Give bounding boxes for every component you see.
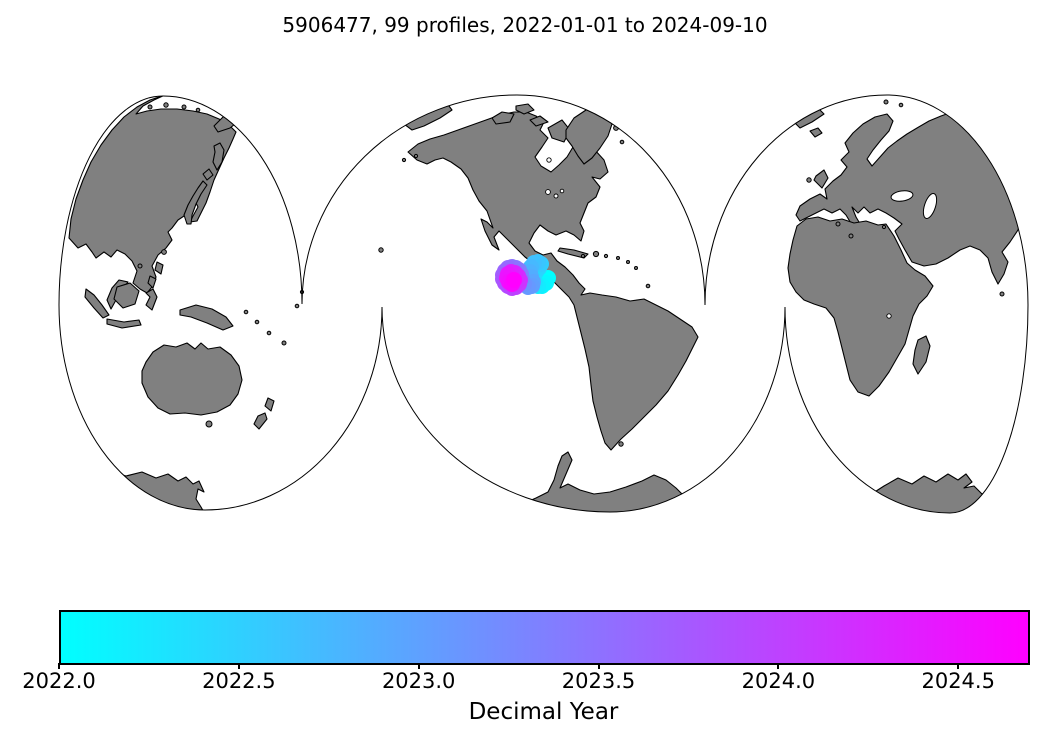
island-pacific-island-1 (243, 309, 249, 315)
colorbar-tick (58, 663, 60, 669)
island-new-siberian-island-1 (147, 104, 153, 110)
lake-great-lake-2 (553, 193, 559, 199)
island-jamaica (580, 253, 586, 259)
land-new-guinea (179, 304, 234, 331)
land-hokkaido (202, 168, 214, 181)
land-arctic-island-3 (529, 115, 549, 127)
lake-great-lake-3 (559, 188, 565, 194)
lake-lake-victoria (886, 313, 892, 319)
land-africa (787, 216, 934, 397)
colorbar-tick-label: 2023.5 (561, 669, 636, 693)
map-ocean (59, 95, 1028, 513)
land-borneo (113, 282, 140, 309)
world-map (58, 94, 1029, 514)
island-pacific-island-2 (254, 319, 260, 325)
land-antarctica-middle (519, 451, 691, 513)
colorbar-tick-label: 2023.0 (381, 669, 456, 693)
land-sulawesi (145, 288, 158, 311)
island-hispaniola (592, 250, 600, 258)
island-ireland (806, 177, 812, 183)
land-arctic-island-1 (491, 111, 515, 125)
land-sakhalin (212, 142, 225, 171)
island-sardinia (835, 221, 841, 227)
island-island-lobe2-ne (619, 139, 625, 145)
colorbar (59, 610, 1030, 665)
land-arctic-island-2 (515, 103, 535, 115)
land-new-zealand-south (253, 412, 268, 430)
island-pacific-island-4 (294, 303, 300, 309)
land-iceland (809, 127, 823, 138)
island-svalbard-1 (883, 99, 889, 105)
island-pacific-island-3 (266, 330, 272, 336)
lake-caspian-sea (922, 193, 938, 219)
colorbar-tick (237, 663, 240, 669)
colorbar-tick-label: 2024.5 (921, 669, 995, 693)
colorbar-tick (957, 663, 960, 669)
land-cuba (557, 247, 589, 259)
island-puerto-rico (603, 253, 609, 259)
colorbar-tick-label: 2022.5 (202, 669, 276, 693)
lake-hudson-james-bay (546, 157, 552, 163)
island-svalbard-2 (898, 102, 904, 108)
island-taiwan (161, 249, 167, 255)
island-falkland-islands (618, 441, 624, 447)
colorbar-tick (777, 663, 780, 669)
profile-dot (506, 272, 522, 288)
land-great-britain (813, 169, 829, 189)
island-antilles-2 (626, 260, 630, 264)
colorbar-tick (597, 663, 600, 669)
map-boundary (58, 94, 1029, 514)
lake-great-lake-1 (545, 189, 551, 195)
colorbar-tick-label: 2022.0 (22, 669, 96, 693)
island-crete (881, 224, 887, 230)
island-antilles-3 (634, 266, 638, 270)
land-australia (141, 342, 243, 416)
island-new-siberian-island-2 (163, 102, 169, 108)
island-fiji (281, 340, 287, 346)
colorbar-axis-label: Decimal Year (468, 699, 619, 725)
colorbar-tick-label: 2024.0 (741, 669, 816, 693)
island-sri-lanka (999, 291, 1005, 297)
island-hawaii (378, 247, 384, 253)
island-new-siberian-island-4 (195, 107, 201, 113)
island-aleutian-2 (401, 157, 407, 163)
land-java (106, 318, 142, 329)
land-new-zealand-north (264, 397, 275, 412)
figure-title: 5906477, 99 profiles, 2022-01-01 to 2024… (282, 13, 768, 37)
land-madagascar (912, 335, 931, 375)
island-trinidad (645, 283, 651, 289)
lake-black-sea (890, 190, 914, 202)
colorbar-tick (417, 663, 420, 669)
island-sicily (848, 233, 854, 239)
land-philippines-luzon (154, 261, 164, 275)
island-tasmania (205, 420, 213, 428)
land-philippines-mindanao (147, 275, 157, 289)
island-hainan (137, 263, 143, 269)
profile-scatter (495, 254, 556, 296)
land-japan (183, 180, 208, 225)
island-aleutian-1 (413, 153, 419, 159)
land-sumatra (84, 288, 110, 319)
island-antilles-1 (616, 256, 620, 260)
island-new-siberian-island-3 (181, 104, 187, 110)
